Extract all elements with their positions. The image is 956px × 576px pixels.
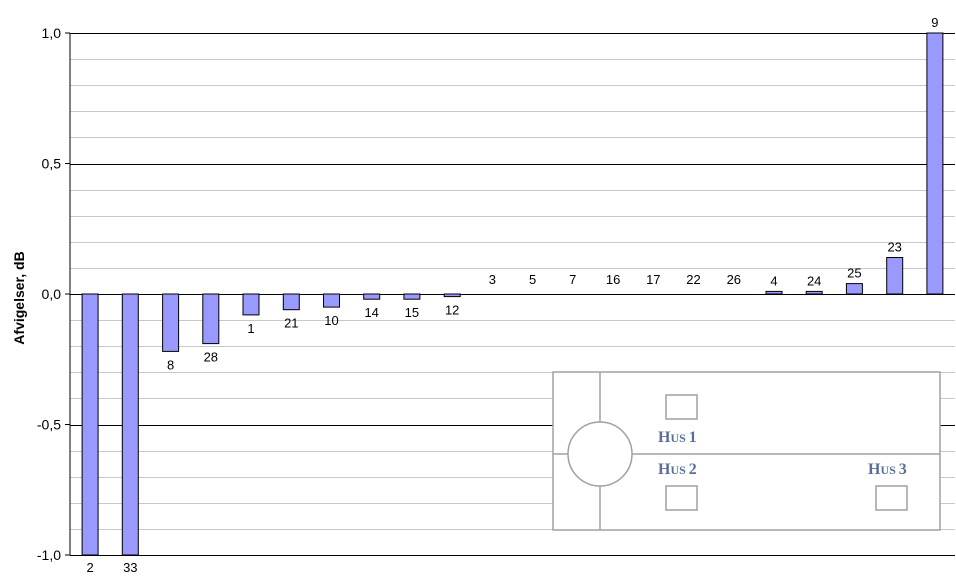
y-axis-ticks: 1,0 0,5 0,0 -0,5 -1,0	[37, 25, 70, 563]
data-label: 22	[686, 272, 700, 287]
y-tick-label: 0,5	[42, 156, 62, 172]
y-tick-label: -0,5	[37, 417, 61, 433]
data-label: 15	[405, 305, 419, 320]
data-label: 23	[887, 240, 901, 255]
data-label: 21	[284, 316, 298, 331]
data-label: 2	[86, 560, 93, 575]
inset-house-1	[665, 394, 698, 420]
inset-house-3	[875, 485, 908, 511]
inset-house-2	[665, 485, 698, 511]
data-label: 25	[847, 266, 861, 281]
bar	[202, 293, 220, 345]
data-label: 7	[569, 272, 576, 287]
bar	[443, 293, 461, 298]
bar	[121, 293, 139, 556]
bar	[765, 290, 783, 295]
data-label: 26	[727, 272, 741, 287]
y-tick-label: 1,0	[42, 25, 62, 41]
data-label: 14	[364, 305, 378, 320]
bar	[282, 293, 300, 311]
data-label: 10	[324, 313, 338, 328]
data-label: 17	[646, 272, 660, 287]
data-label: 3	[489, 272, 496, 287]
bar	[403, 293, 421, 300]
data-label: 5	[529, 272, 536, 287]
bar	[162, 293, 180, 352]
bar	[363, 293, 381, 300]
bar	[845, 283, 863, 295]
bar	[323, 293, 340, 308]
data-label: 1	[247, 321, 254, 336]
y-tick-label: 0,0	[42, 286, 62, 302]
inset-house-1-label: HUS 1	[658, 429, 697, 446]
inset-map: HUS 1 HUS 2 HUS 3	[552, 371, 941, 531]
bar	[886, 257, 904, 295]
data-labels: 2 33 8 28 1 21 10 14 15 12 3 5 7 16 17 22 26 4 24 25 23 9	[86, 15, 938, 575]
inset-roundabout	[567, 421, 633, 487]
data-label: 12	[445, 303, 459, 318]
y-axis-label: Afvigelser, dB	[11, 251, 27, 344]
data-label: 28	[204, 350, 218, 365]
data-label: 16	[606, 272, 620, 287]
inset-house-3-label: HUS 3	[868, 461, 907, 478]
data-label: 9	[931, 15, 938, 30]
data-label: 4	[770, 273, 777, 288]
bar	[81, 293, 99, 556]
bar	[242, 293, 260, 316]
bars	[81, 32, 944, 556]
data-label: 24	[807, 273, 821, 288]
y-tick-label: -1,0	[37, 547, 61, 563]
data-label: 33	[123, 560, 137, 575]
inset-house-2-label: HUS 2	[658, 461, 697, 478]
bar	[926, 32, 944, 295]
bar	[805, 290, 823, 295]
data-label: 8	[167, 357, 174, 372]
